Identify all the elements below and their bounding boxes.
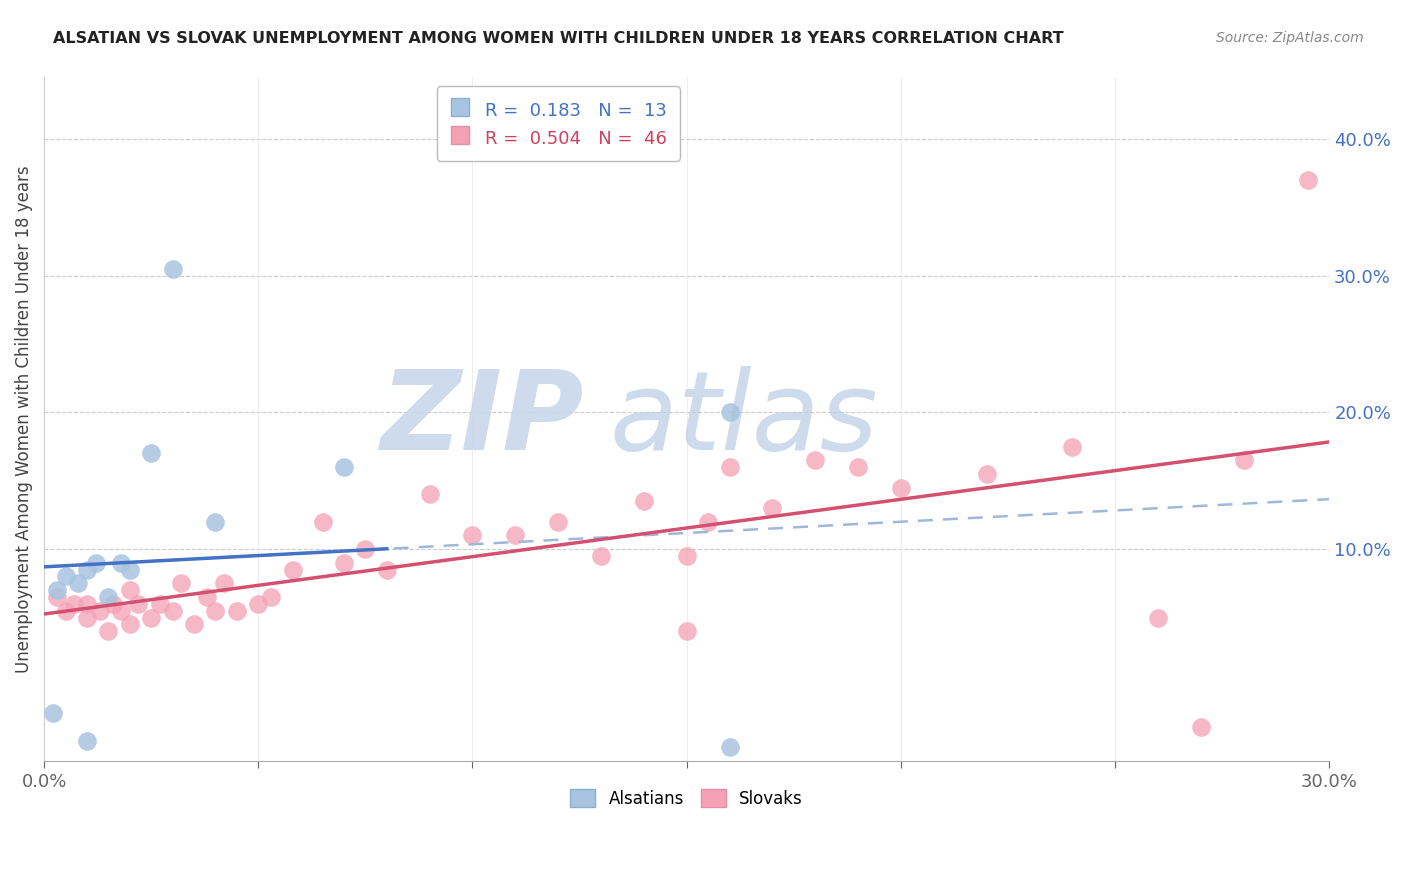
Point [846, 460, 869, 475]
Point [1296, 173, 1319, 187]
Point [333, 556, 356, 570]
Point [89, 604, 111, 618]
Point [162, 261, 184, 276]
Point [281, 563, 304, 577]
Point [375, 563, 398, 577]
Point [633, 494, 655, 508]
Text: ZIP: ZIP [381, 366, 583, 473]
Point [697, 515, 720, 529]
Point [260, 590, 283, 604]
Point [46, 590, 69, 604]
Point [76, 733, 98, 747]
Point [84, 556, 107, 570]
Legend: Alsatians, Slovaks: Alsatians, Slovaks [564, 783, 810, 814]
Point [718, 740, 741, 755]
Point [76, 563, 98, 577]
Point [195, 590, 218, 604]
Point [333, 460, 356, 475]
Point [505, 528, 527, 542]
Point [127, 597, 149, 611]
Point [162, 604, 184, 618]
Point [55, 604, 77, 618]
Point [170, 576, 193, 591]
Point [101, 597, 124, 611]
Point [804, 453, 827, 467]
Point [118, 583, 141, 598]
Point [718, 405, 741, 419]
Point [1147, 610, 1170, 624]
Point [41, 706, 63, 721]
Point [67, 576, 90, 591]
Y-axis label: Unemployment Among Women with Children Under 18 years: Unemployment Among Women with Children U… [15, 165, 32, 673]
Point [149, 597, 172, 611]
Point [225, 604, 247, 618]
Point [76, 610, 98, 624]
Point [890, 481, 912, 495]
Point [204, 515, 226, 529]
Point [110, 556, 132, 570]
Point [419, 487, 441, 501]
Point [212, 576, 235, 591]
Text: Source: ZipAtlas.com: Source: ZipAtlas.com [1216, 31, 1364, 45]
Point [718, 460, 741, 475]
Point [97, 624, 120, 639]
Point [55, 569, 77, 583]
Point [311, 515, 333, 529]
Point [204, 604, 226, 618]
Point [1232, 453, 1254, 467]
Point [141, 446, 163, 460]
Point [110, 604, 132, 618]
Point [761, 501, 783, 516]
Point [63, 597, 86, 611]
Point [461, 528, 484, 542]
Point [976, 467, 998, 481]
Point [247, 597, 270, 611]
Point [183, 617, 205, 632]
Point [675, 624, 697, 639]
Point [76, 597, 98, 611]
Point [1062, 440, 1084, 454]
Text: atlas: atlas [610, 366, 879, 473]
Point [354, 542, 377, 557]
Point [118, 563, 141, 577]
Point [589, 549, 612, 563]
Point [675, 549, 697, 563]
Point [141, 610, 163, 624]
Point [97, 590, 120, 604]
Point [547, 515, 569, 529]
Point [118, 617, 141, 632]
Point [1189, 720, 1212, 734]
Point [46, 583, 69, 598]
Text: ALSATIAN VS SLOVAK UNEMPLOYMENT AMONG WOMEN WITH CHILDREN UNDER 18 YEARS CORRELA: ALSATIAN VS SLOVAK UNEMPLOYMENT AMONG WO… [53, 31, 1064, 46]
